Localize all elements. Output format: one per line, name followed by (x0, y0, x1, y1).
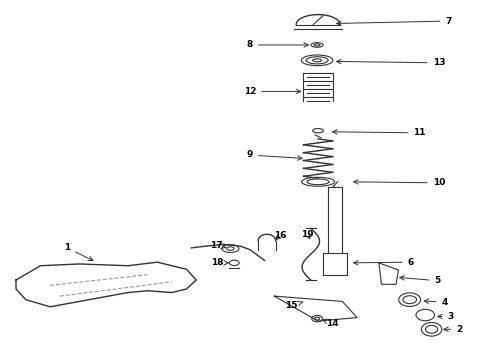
Text: 2: 2 (444, 325, 463, 334)
Text: 10: 10 (354, 178, 445, 187)
Text: 16: 16 (274, 231, 286, 240)
Text: 7: 7 (337, 17, 452, 26)
Text: 15: 15 (285, 301, 303, 310)
Text: 17: 17 (210, 240, 226, 249)
Text: 3: 3 (438, 312, 454, 321)
Text: 12: 12 (244, 87, 300, 96)
Text: 6: 6 (354, 258, 414, 267)
Text: 1: 1 (64, 243, 93, 261)
Text: 9: 9 (246, 150, 302, 160)
Text: 13: 13 (337, 58, 445, 67)
Text: 14: 14 (323, 319, 339, 328)
Text: 5: 5 (400, 276, 441, 285)
Text: 4: 4 (424, 298, 448, 307)
Text: 19: 19 (300, 230, 313, 239)
Text: 11: 11 (333, 129, 426, 138)
Text: 18: 18 (212, 258, 228, 267)
Text: 8: 8 (247, 40, 308, 49)
